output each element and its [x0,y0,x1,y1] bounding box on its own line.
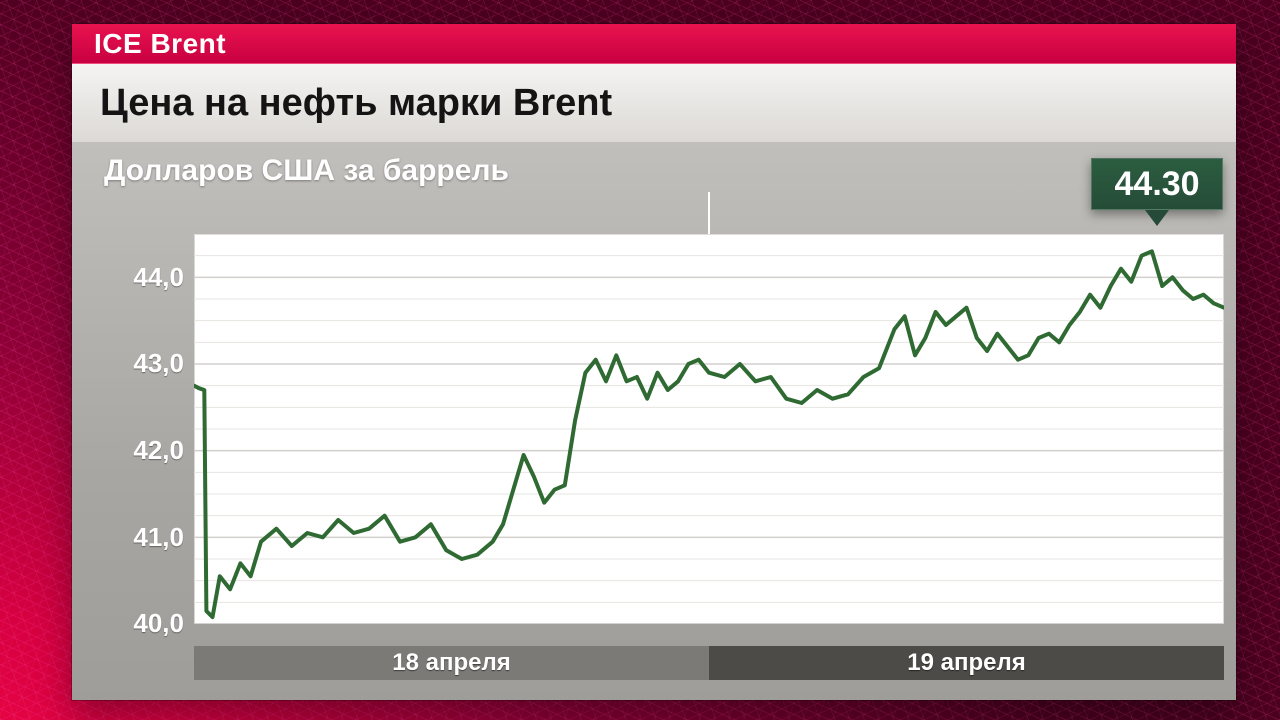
current-value-callout: 44.30 [1091,158,1223,226]
window-title: Цена на нефть марки Brent [72,64,1236,142]
callout-pointer-icon [1145,210,1169,226]
current-value-box: 44.30 [1091,158,1223,210]
chart-window: ICE Brent Цена на нефть марки Brent Долл… [72,24,1236,700]
plot-area [194,234,1224,624]
chart-subtitle: Долларов США за баррель [104,154,509,188]
ticker-label: ICE Brent [94,28,226,60]
y-tick-label: 44,0 [72,262,184,293]
date-strip: 18 апреля19 апреля [194,646,1224,680]
y-tick-label: 42,0 [72,435,184,466]
subtitle-text: Долларов США за баррель [104,154,509,187]
date-segment: 18 апреля [194,646,709,680]
y-tick-label: 40,0 [72,608,184,639]
window-header: ICE Brent [72,24,1236,64]
date-segment: 19 апреля [709,646,1224,680]
y-tick-label: 43,0 [72,348,184,379]
line-chart-svg [194,234,1224,624]
title-text: Цена на нефть марки Brent [100,82,612,125]
y-tick-label: 41,0 [72,522,184,553]
chart-panel: Долларов США за баррель 18 апреля19 апре… [72,142,1236,700]
current-value-text: 44.30 [1115,165,1200,204]
